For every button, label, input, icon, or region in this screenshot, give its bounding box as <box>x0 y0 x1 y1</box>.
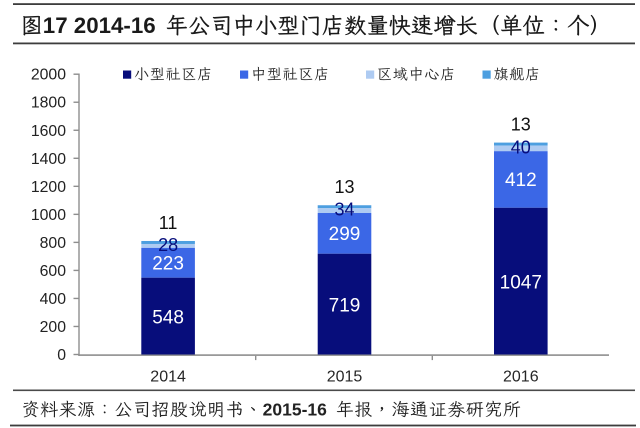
svg-text:1400: 1400 <box>31 151 66 168</box>
svg-text:28: 28 <box>158 235 178 255</box>
svg-text:548: 548 <box>152 308 184 329</box>
svg-text:2015-16: 2015-16 <box>263 400 327 420</box>
svg-text:2015: 2015 <box>327 369 363 386</box>
svg-text:1200: 1200 <box>31 179 66 196</box>
svg-text:2000: 2000 <box>31 67 66 84</box>
svg-text:1800: 1800 <box>31 95 66 112</box>
svg-text:13: 13 <box>334 177 354 197</box>
svg-text:1600: 1600 <box>31 123 66 140</box>
svg-text:1000: 1000 <box>31 207 66 224</box>
svg-text:40: 40 <box>511 138 531 158</box>
svg-text:2014: 2014 <box>150 369 186 386</box>
svg-text:600: 600 <box>40 263 67 280</box>
svg-text:223: 223 <box>152 253 184 274</box>
svg-text:299: 299 <box>329 224 361 245</box>
svg-text:200: 200 <box>40 319 67 336</box>
svg-text:800: 800 <box>40 235 67 252</box>
svg-text:13: 13 <box>511 114 531 134</box>
svg-text:412: 412 <box>505 170 537 191</box>
svg-text:719: 719 <box>329 296 361 317</box>
svg-text:34: 34 <box>334 200 354 220</box>
svg-text:11: 11 <box>159 213 178 233</box>
svg-text:1047: 1047 <box>500 273 542 294</box>
svg-text:17 2014-16: 17 2014-16 <box>43 13 156 38</box>
svg-text:0: 0 <box>57 347 66 364</box>
svg-text:400: 400 <box>40 291 67 308</box>
svg-text:2016: 2016 <box>503 369 539 386</box>
